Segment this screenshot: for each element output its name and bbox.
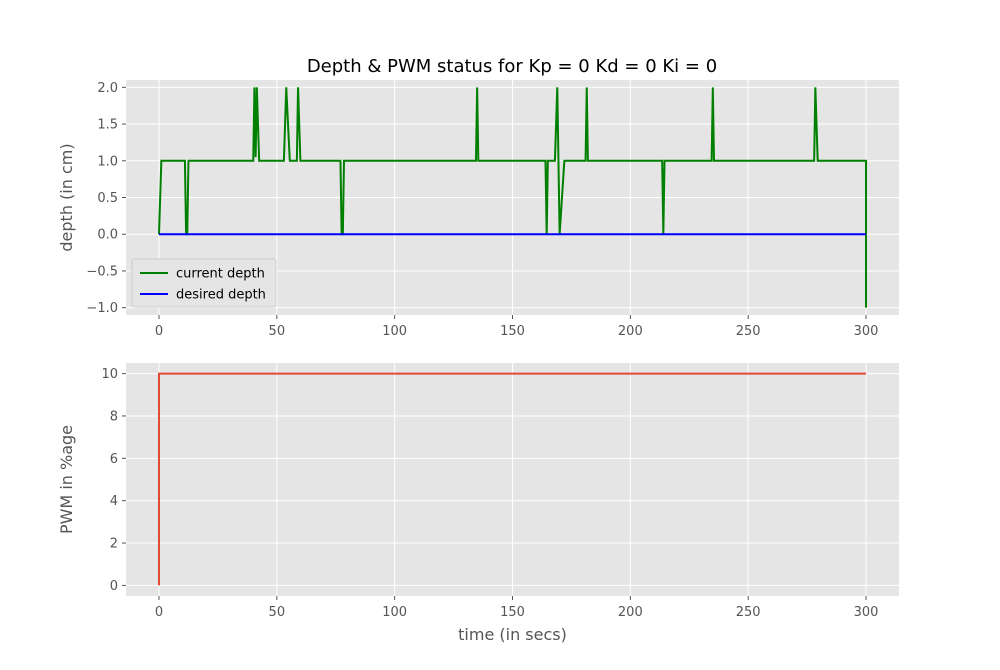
legend-label: desired depth — [176, 288, 266, 303]
series-line-current-depth — [157, 87, 868, 308]
y-tick-label: 10 — [101, 367, 118, 382]
x-tick-label: 150 — [500, 324, 525, 339]
x-tick-label: 50 — [269, 605, 286, 620]
y-tick-label: −0.5 — [86, 264, 118, 279]
x-tick-label: 0 — [155, 605, 163, 620]
y-tick-label: 4 — [110, 494, 118, 509]
x-tick-label: 0 — [155, 324, 163, 339]
x-tick-label: 100 — [382, 324, 407, 339]
x-tick-label: 300 — [854, 324, 879, 339]
x-tick-label: 200 — [618, 605, 643, 620]
x-tick-label: 300 — [854, 605, 879, 620]
x-tick-label: 100 — [382, 605, 407, 620]
y-axis-label: depth (in cm) — [57, 143, 76, 251]
x-tick-label: 200 — [618, 324, 643, 339]
y-tick-label: 8 — [110, 409, 118, 424]
x-tick-label: 50 — [269, 324, 286, 339]
y-tick-label: 6 — [110, 452, 118, 467]
y-tick-label: 2.0 — [97, 81, 118, 96]
y-tick-label: 1.5 — [97, 118, 118, 133]
y-tick-label: 2 — [110, 537, 118, 552]
y-tick-label: 0 — [110, 579, 118, 594]
legend: current depth desired depth — [131, 258, 277, 308]
depth-axes: 0 50 100 150 200 250 300 −1.0 −0.5 0.0 0.5 1.0 1.5 2.… — [57, 80, 899, 339]
legend-label: current depth — [176, 267, 265, 282]
y-axis-label: PWM in %age — [57, 425, 76, 534]
chart-title: Depth & PWM status for Kp = 0 Kd = 0 Ki … — [307, 56, 717, 77]
x-tick-label: 250 — [736, 324, 761, 339]
series-line — [157, 372, 867, 586]
y-tick-label: −1.0 — [86, 301, 118, 316]
y-tick-label: 1.0 — [97, 154, 118, 169]
x-tick-label: 250 — [736, 605, 761, 620]
x-tick-label: 150 — [500, 605, 525, 620]
y-tick-label: 0.5 — [97, 191, 118, 206]
x-axis-label: time (in secs) — [458, 625, 567, 644]
pwm-axes: 0 50 100 150 200 250 300 0 2 4 6 8 10 PWM in %age time… — [57, 363, 899, 644]
y-tick-label: 0.0 — [97, 228, 118, 243]
